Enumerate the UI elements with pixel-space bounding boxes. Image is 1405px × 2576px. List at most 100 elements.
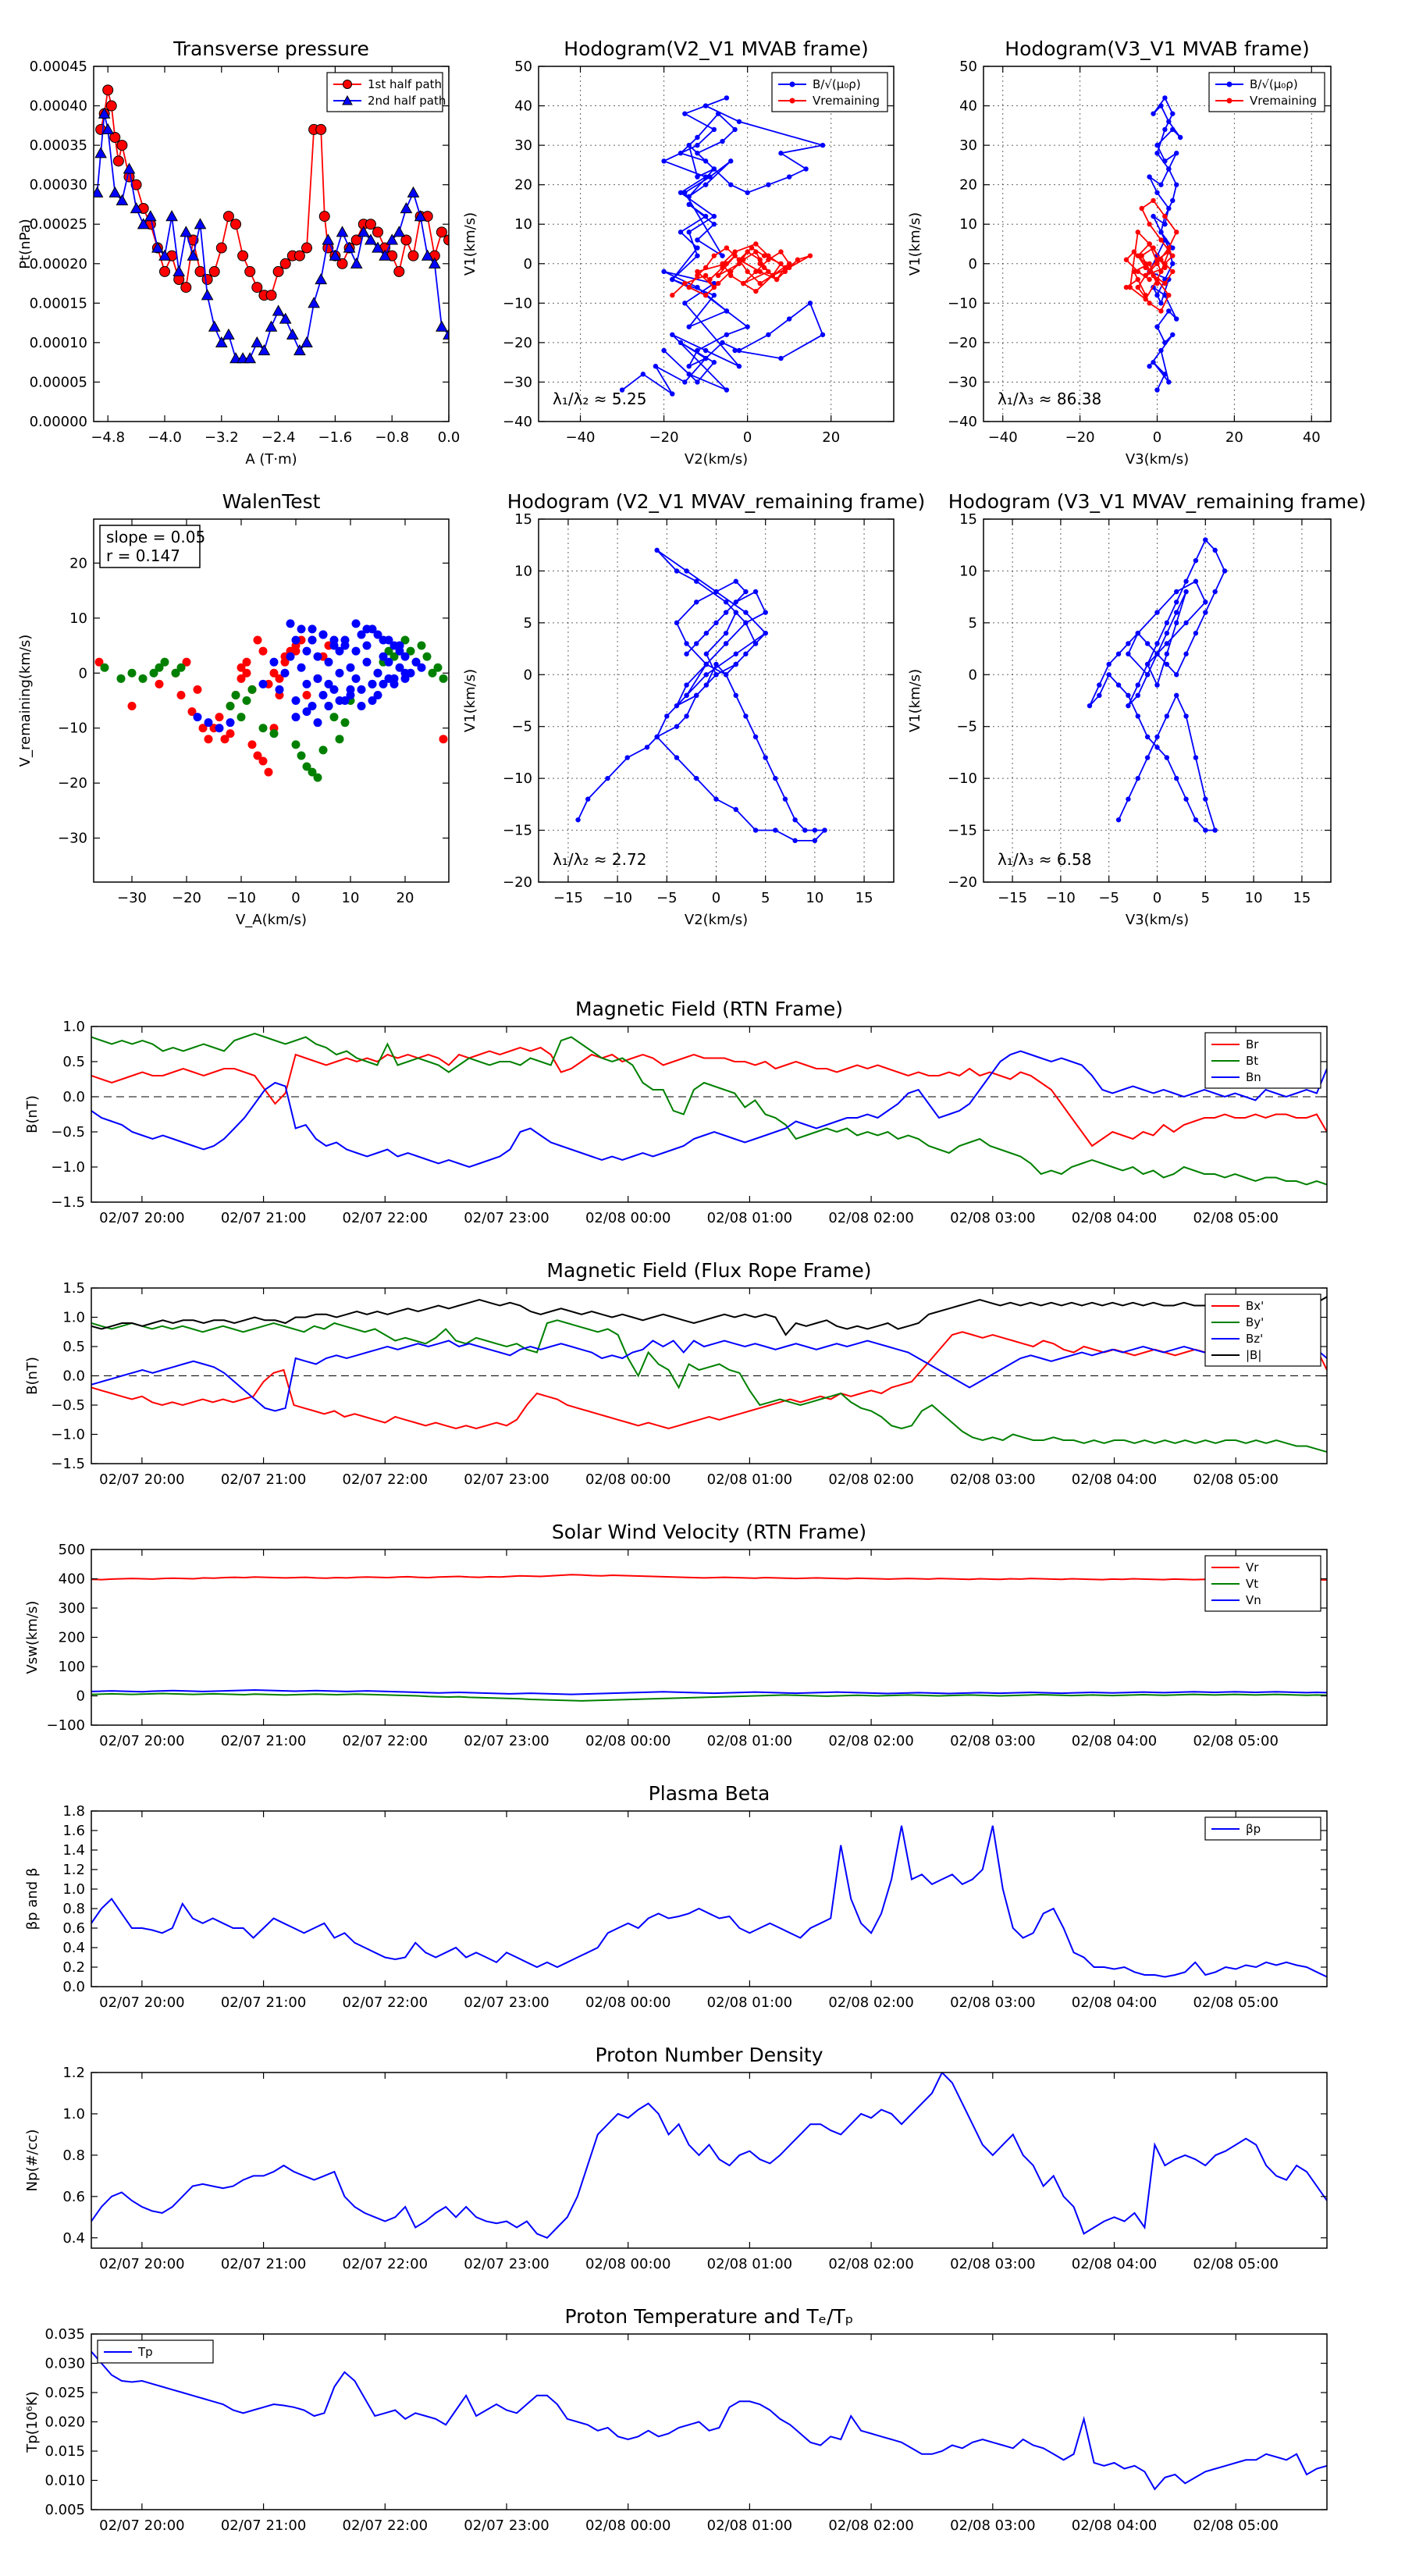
data-point xyxy=(1162,237,1168,243)
x-tick-label: 02/08 01:00 xyxy=(707,1733,792,1749)
data-point xyxy=(1203,796,1208,802)
data-point xyxy=(1144,755,1151,760)
y-tick-label: 20 xyxy=(514,177,532,194)
scatter-point xyxy=(308,635,317,645)
data-point xyxy=(1174,775,1179,781)
x-tick-label: 02/07 23:00 xyxy=(464,1733,549,1749)
data-point xyxy=(694,692,699,699)
y-tick-label: 0.00020 xyxy=(30,256,87,272)
y-tick-label: −15 xyxy=(503,823,532,839)
chart-proton-temp: 02/07 20:00 02/07 21:00 02/07 22:00 02/07 2… xyxy=(24,2305,1328,2534)
y-tick-label: 10 xyxy=(514,216,532,233)
data-point xyxy=(670,276,675,283)
x-tick-label: 02/08 02:00 xyxy=(828,2517,913,2534)
y-tick-label: 0.020 xyxy=(44,2414,85,2431)
plot-area xyxy=(619,95,826,397)
y-tick-label: −1.0 xyxy=(51,1159,85,1176)
data-point xyxy=(713,589,719,595)
data-point xyxy=(1151,272,1156,279)
data-point xyxy=(736,347,742,354)
data-point xyxy=(711,126,717,133)
data-point xyxy=(1170,126,1176,133)
scatter-point xyxy=(187,707,197,717)
y-tick-label: −10 xyxy=(503,770,532,787)
data-point xyxy=(194,265,206,277)
data-point xyxy=(1166,249,1172,254)
chart-hodogram-v2-v1-mvav: −15 −10 −5 0 5 10 15−20−15−10−5051015Hodogram … xyxy=(462,490,925,928)
data-point xyxy=(1126,692,1131,699)
data-point xyxy=(1144,641,1151,646)
x-tick-label: −20 xyxy=(1065,429,1095,446)
data-point xyxy=(1154,387,1160,393)
series-line-2 xyxy=(91,1340,1327,1412)
y-tick-label: 0.00005 xyxy=(30,374,87,390)
data-point xyxy=(1154,293,1160,298)
data-point xyxy=(109,132,121,143)
data-point xyxy=(686,201,692,208)
data-point xyxy=(1154,280,1160,286)
scatter-point xyxy=(116,674,126,683)
legend-label: Bt xyxy=(1246,1054,1258,1068)
y-tick-label: 400 xyxy=(59,1571,85,1588)
scatter-point xyxy=(368,696,377,705)
data-point xyxy=(329,249,342,261)
y-tick-label: −40 xyxy=(503,414,532,430)
x-tick-label: 0 xyxy=(1153,890,1161,906)
data-point xyxy=(187,249,200,261)
data-point xyxy=(1203,600,1208,605)
data-point xyxy=(1154,276,1160,283)
y-tick-label: 0.6 xyxy=(62,1920,85,1937)
data-point xyxy=(1170,269,1176,275)
data-point xyxy=(1158,301,1164,306)
data-point xyxy=(770,272,775,279)
y-tick-label: −100 xyxy=(47,1717,85,1734)
data-point xyxy=(1158,103,1164,109)
y-tick-label: 0.005 xyxy=(44,2502,85,2518)
data-point xyxy=(208,265,220,277)
y-tick-label: 0.5 xyxy=(62,1339,85,1355)
scatter-point xyxy=(422,652,432,661)
scatter-point xyxy=(193,713,202,722)
data-point xyxy=(365,233,377,245)
scatter-point xyxy=(379,652,388,661)
data-point xyxy=(763,610,768,615)
x-tick-label: 02/08 04:00 xyxy=(1072,2256,1157,2272)
y-tick-label: −0.5 xyxy=(51,1397,85,1414)
chart-transverse-pressure: −4.8 −4.0 −3.2 −2.4 −1.6 −0.8 0.0 0.00000 0.0000… xyxy=(17,37,460,468)
data-point xyxy=(436,226,447,238)
data-point xyxy=(1135,284,1140,290)
data-point xyxy=(1174,672,1179,678)
data-point xyxy=(674,703,680,709)
data-point xyxy=(1147,276,1152,283)
data-point xyxy=(807,253,813,258)
series-line-0 xyxy=(1147,96,1181,390)
data-point xyxy=(1203,827,1208,833)
scatter-point xyxy=(280,657,290,667)
legend-marker xyxy=(1226,81,1232,87)
y-tick-label: 0.0 xyxy=(62,1089,85,1105)
y-tick-label: −20 xyxy=(58,775,87,792)
x-tick-label: 02/07 22:00 xyxy=(343,1994,428,2011)
data-point xyxy=(215,242,227,254)
data-point xyxy=(736,364,742,369)
data-point xyxy=(713,796,719,802)
data-point xyxy=(400,234,412,246)
data-point xyxy=(670,391,675,397)
data-point xyxy=(201,274,213,285)
data-point xyxy=(703,672,710,678)
data-point xyxy=(661,158,667,164)
x-tick-label: 15 xyxy=(855,890,873,906)
data-point xyxy=(1162,265,1168,271)
x-tick-label: −3.2 xyxy=(205,429,239,446)
y-tick-label: 0 xyxy=(79,665,87,681)
data-point xyxy=(732,126,738,133)
data-point xyxy=(686,324,692,329)
legend-marker xyxy=(343,80,352,89)
data-point xyxy=(713,661,719,667)
y-tick-label: 0.2 xyxy=(62,1959,85,1976)
series-line-0 xyxy=(91,1574,1327,1582)
data-point xyxy=(686,284,692,290)
x-tick-label: 5 xyxy=(761,890,770,906)
chart-hodogram-v2-v1-mvab: −40 −20 0 20 −40 −30 −20 −10 0 10 20 30 40 50 Hodogram… xyxy=(462,37,895,468)
x-tick-label: −4.0 xyxy=(148,429,182,446)
